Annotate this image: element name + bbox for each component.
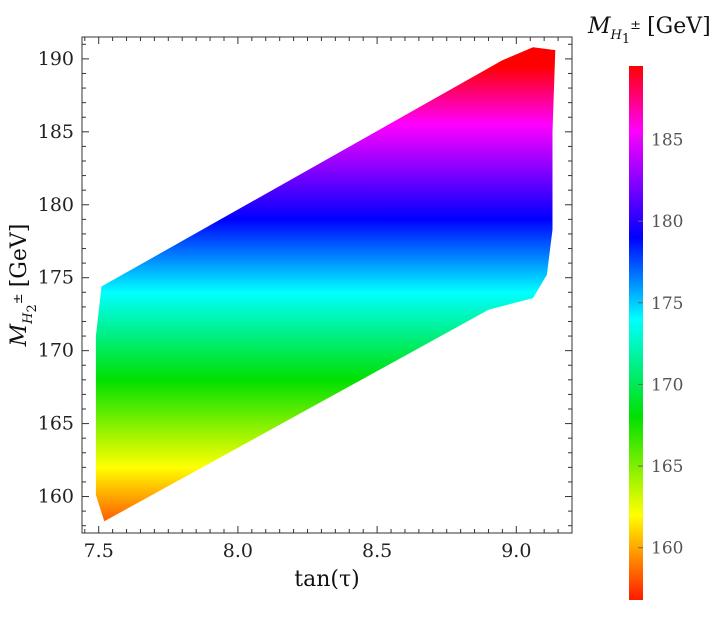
y-tick-label: 170 [38,340,74,362]
y-tick-label: 185 [38,121,74,143]
colorbar-tick-label: 170 [651,375,683,395]
colorbar-tick-label: 165 [651,457,683,477]
x-tick-label: 8.5 [362,540,392,562]
colorbar-ticks: 160 165 170 175 180 185 [638,130,683,559]
colorbar-tick-label: 185 [651,130,683,150]
colorbar-tick-label: 175 [651,294,683,314]
plot-area: 7.5 8.0 8.5 9.0 160 165 170 175 180 185 190 [38,36,573,562]
region-fill [95,47,556,522]
colorbar-title: MH1± [GeV] [587,14,711,47]
x-ticks: 7.5 8.0 8.5 9.0 [84,37,573,562]
x-tick-label: 8.0 [223,540,253,562]
y-ticks: 160 165 170 175 180 185 190 [38,43,572,527]
plot-frame [81,36,573,534]
y-tick-label: 175 [38,267,74,289]
y-tick-label: 190 [38,48,74,70]
y-tick-label: 180 [38,194,74,216]
x-tick-label: 9.0 [501,540,531,562]
x-axis-title: tan(τ) [294,567,359,592]
colorbar: 160 165 170 175 180 185 MH1± [GeV] [587,14,711,600]
colorbar-gradient [629,66,643,600]
colorbar-tick-label: 180 [651,212,683,232]
x-tick-label: 7.5 [84,540,114,562]
y-tick-label: 165 [38,413,74,435]
colorbar-tick-label: 160 [651,539,683,559]
y-tick-label: 160 [38,486,74,508]
y-axis-title: MH2±[GeV] [7,224,40,348]
